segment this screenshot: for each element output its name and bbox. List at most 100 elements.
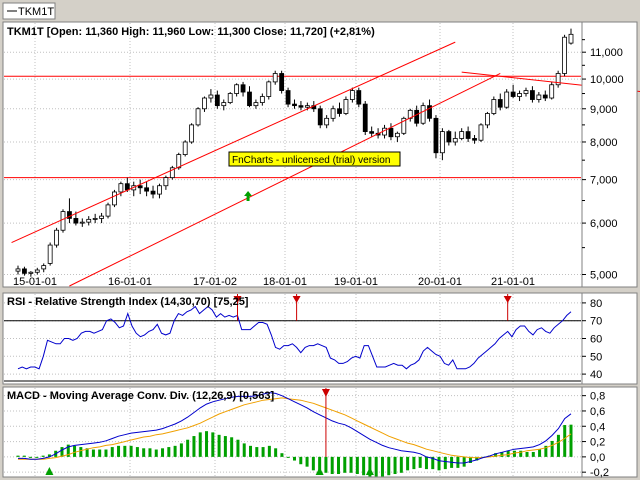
macd-hist-bar	[154, 449, 158, 457]
candle-body	[356, 90, 362, 105]
candle-body	[465, 131, 471, 139]
price-signal-arrows	[244, 191, 253, 201]
candle-body	[485, 113, 490, 126]
candle-body	[105, 204, 111, 217]
candle-body	[497, 99, 503, 108]
candle-body	[292, 103, 297, 107]
price-candles	[15, 28, 574, 277]
rsi-y-tick-label: 70	[590, 316, 602, 328]
candle-body	[34, 269, 40, 273]
price-x-tick-label: 17-01-02	[193, 276, 237, 288]
macd-hist-bar	[305, 456, 309, 467]
candle-body	[157, 185, 162, 195]
signal-down-arrow	[321, 389, 330, 397]
macd-hist-bar	[531, 451, 535, 457]
macd-hist-bar	[563, 425, 567, 457]
price-axis-area	[581, 21, 638, 288]
price-y-axis: 5,000 6,000 7,000 8,000 9,000 10,000 11,000	[582, 39, 624, 281]
macd-y-tick-label: 0,8	[590, 391, 605, 403]
macd-hist-bar	[550, 440, 554, 457]
macd-hist-bar	[261, 447, 265, 457]
macd-hist-bar	[431, 456, 435, 470]
price-y-tick-label: 7,000	[590, 175, 618, 187]
macd-hist-bar	[456, 456, 460, 468]
candle-body	[240, 84, 246, 93]
macd-hist-bar	[368, 456, 372, 477]
candle-body	[542, 94, 548, 99]
macd-hist-bar	[538, 449, 542, 457]
candle-body	[504, 91, 510, 108]
candle-body	[234, 84, 240, 94]
price-trendline	[11, 41, 456, 243]
macd-hist-bar	[73, 445, 77, 457]
candle-body	[73, 218, 79, 224]
watermark-text: FnCharts - unlicensed (trial) version	[232, 155, 390, 166]
rsi-panel[interactable]: RSI - Relative Strength Index (14,30,70)…	[2, 292, 605, 385]
macd-hist-bar	[274, 448, 278, 457]
price-panel[interactable]: TKM1T [Open: 11,360 High: 11,960 Low: 11…	[2, 21, 640, 288]
macd-hist-bar	[135, 447, 139, 457]
candle-body	[150, 190, 156, 195]
candle-body	[369, 131, 375, 134]
macd-hist-bar	[173, 445, 177, 457]
price-x-axis: 15-01-01 16-01-01 17-01-02 18-01-01 19-01-01…	[13, 276, 535, 288]
candle-body	[92, 218, 98, 220]
candle-body	[227, 93, 233, 103]
macd-hist-bar	[98, 449, 102, 457]
macd-hist-bar	[556, 434, 560, 457]
macd-hist-bar	[286, 456, 290, 458]
candle-body	[195, 108, 201, 126]
candle-body	[452, 138, 458, 143]
macd-y-axis: -0,2 0,0 0,2 0,4 0,6 0,8	[582, 391, 609, 479]
macd-panel[interactable]: MACD - Moving Average Conv. Div. (12,26,…	[2, 386, 583, 478]
candle-body	[324, 117, 330, 126]
symbol-tab[interactable]: TKM1T	[2, 2, 56, 20]
price-y-tick-label: 8,000	[590, 137, 618, 149]
candle-body	[491, 99, 497, 114]
candle-body	[362, 103, 368, 132]
rsi-y-axis: 40 50 60 70 80	[582, 298, 602, 381]
candle-body	[137, 185, 143, 189]
macd-hist-bar	[35, 456, 39, 458]
candle-body	[427, 105, 432, 119]
macd-hist-bar	[255, 447, 259, 457]
price-x-tick-label: 19-01-01	[334, 276, 378, 288]
price-horizontal-lines	[4, 75, 581, 179]
price-trendline	[69, 73, 501, 287]
macd-hist-bar	[399, 456, 403, 473]
macd-hist-bar	[544, 445, 548, 457]
macd-hist-bar	[387, 456, 391, 476]
candle-body	[279, 73, 285, 91]
price-grid	[4, 23, 581, 286]
macd-signal-arrows	[45, 388, 374, 475]
candle-body	[337, 108, 342, 114]
macd-hist-bar	[506, 450, 510, 457]
macd-hist-bar	[343, 456, 347, 473]
rsi-line	[17, 305, 572, 370]
candle-body	[523, 90, 529, 94]
rsi-horizontal-lines	[4, 320, 581, 382]
candle-body	[343, 99, 349, 114]
macd-hist-bar	[79, 447, 83, 457]
candle-body	[298, 105, 304, 108]
macd-hist-bar	[91, 449, 95, 457]
macd-hist-bar	[330, 456, 334, 475]
candle-body	[388, 127, 394, 138]
candle-body	[420, 105, 426, 124]
candle-body	[144, 187, 150, 192]
signal-up-arrow	[45, 467, 54, 475]
macd-hist-bar	[198, 432, 202, 457]
macd-hist-bar	[380, 456, 384, 477]
candle-body	[163, 177, 169, 187]
macd-hist-bar	[186, 439, 190, 457]
watermark: FnCharts - unlicensed (trial) version	[228, 151, 401, 167]
candle-body	[562, 36, 567, 74]
candle-body	[182, 141, 188, 155]
price-x-tick-label: 18-01-01	[263, 276, 307, 288]
macd-hist-bar	[242, 443, 246, 457]
candle-body	[176, 154, 182, 169]
macd-hist-bar	[293, 456, 296, 461]
macd-hist-bar	[336, 456, 340, 475]
macd-y-tick-label: 0,0	[590, 452, 605, 464]
